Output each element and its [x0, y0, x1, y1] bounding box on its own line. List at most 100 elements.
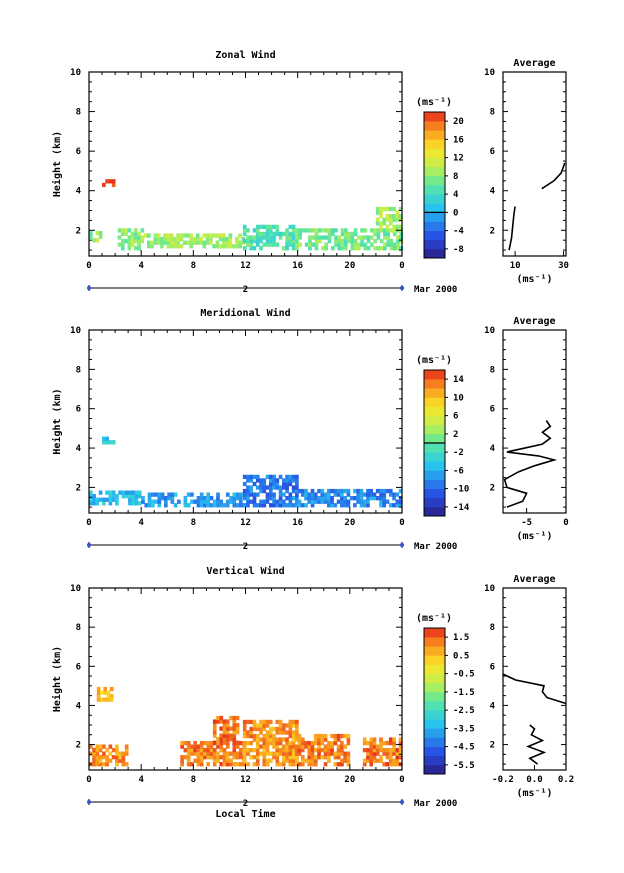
heatmap-cell — [120, 238, 125, 244]
heatmap-cell — [333, 488, 338, 494]
heatmap-cell — [372, 737, 377, 742]
heatmap-cell — [379, 214, 383, 219]
heatmap-cell — [160, 240, 164, 245]
heatmap-cell — [272, 481, 276, 487]
heatmap-cell — [111, 179, 116, 184]
heatmap-cell — [268, 719, 273, 725]
heatmap-cell — [249, 719, 254, 725]
heatmap-cell — [298, 242, 302, 247]
colorbar-swatch — [424, 673, 445, 684]
heatmap-cell — [285, 503, 289, 508]
heatmap-cell — [222, 729, 227, 735]
heatmap-cell — [275, 228, 280, 233]
heatmap-cell — [272, 492, 276, 497]
heatmap-cell — [272, 231, 276, 237]
heatmap-cell — [206, 492, 211, 497]
heatmap-cell — [330, 246, 335, 251]
heatmap-cell — [343, 228, 348, 233]
heatmap-cell — [212, 747, 217, 753]
heatmap-cell — [199, 762, 204, 767]
heatmap-cell — [111, 490, 116, 495]
heatmap-cell — [360, 235, 364, 240]
heatmap-cell — [259, 485, 263, 490]
heatmap-cell — [115, 747, 119, 753]
heatmap-cell — [208, 240, 213, 245]
average-x-axis-label: (ms⁻¹) — [516, 531, 552, 542]
heatmap-cell — [288, 492, 293, 497]
heatmap-cell — [392, 214, 396, 219]
heatmap-cell — [196, 755, 201, 760]
heatmap-cell — [216, 503, 220, 508]
heatmap-cell — [268, 481, 273, 487]
heatmap-cell — [336, 499, 341, 504]
heatmap-cell — [215, 233, 220, 238]
heatmap-cell — [313, 758, 318, 763]
average-y-tick-label: 6 — [490, 147, 495, 157]
heatmap-cell — [395, 224, 400, 229]
heatmap-cell — [249, 478, 254, 483]
heatmap-cell — [182, 240, 187, 245]
heatmap-cell — [232, 722, 237, 728]
heatmap-cell — [249, 755, 254, 760]
heatmap-cell — [272, 503, 276, 508]
average-y-tick-label: 6 — [490, 405, 495, 415]
heatmap-cell — [186, 492, 191, 497]
heatmap-cell — [375, 744, 380, 749]
heatmap-cell — [288, 730, 293, 735]
heatmap-cell — [285, 485, 289, 490]
heatmap-cell — [147, 499, 152, 504]
average-x-tick-label: 0.0 — [526, 775, 542, 785]
date-axis-marker — [87, 286, 91, 290]
heatmap-cell — [272, 737, 276, 742]
heatmap-cell — [265, 730, 270, 735]
heatmap-cell — [199, 503, 204, 508]
heatmap-cell — [382, 747, 387, 753]
heatmap-cell — [177, 499, 181, 504]
heatmap-cell — [288, 224, 293, 229]
heatmap-cell — [225, 733, 230, 738]
heatmap-cell — [127, 238, 132, 244]
heatmap-cell — [272, 242, 276, 247]
average-y-tick-label: 8 — [490, 108, 495, 118]
heatmap-cell — [242, 751, 247, 756]
heatmap-cell — [232, 737, 237, 742]
heatmap-cell — [92, 494, 96, 499]
heatmap-cell — [396, 235, 400, 240]
heatmap-cell — [255, 242, 260, 247]
heatmap-cell — [313, 762, 318, 767]
heatmap-cell — [246, 730, 250, 735]
heatmap-cell — [295, 478, 299, 483]
heatmap-cell — [219, 499, 224, 504]
heatmap-cell — [278, 485, 283, 490]
heatmap-cell — [297, 737, 302, 742]
heatmap-cell — [295, 228, 299, 233]
heatmap-cell — [190, 492, 194, 497]
heatmap-cell — [272, 751, 276, 756]
heatmap-cell — [333, 740, 338, 746]
heatmap-cell — [288, 751, 293, 756]
heatmap-cell — [295, 503, 299, 508]
heatmap-cell — [131, 490, 136, 495]
heatmap-cell — [163, 233, 167, 238]
heatmap-cell — [115, 762, 119, 767]
heatmap-cell — [398, 496, 403, 501]
heatmap-cell — [229, 751, 233, 756]
heatmap-cell — [313, 499, 318, 504]
heatmap-cell — [103, 697, 108, 702]
heatmap-cell — [249, 485, 254, 490]
heatmap-cell — [398, 740, 403, 746]
heatmap-cell — [265, 740, 270, 746]
heatmap-cell — [208, 233, 213, 238]
heatmap-cell — [268, 485, 273, 490]
heatmap-cell — [117, 242, 122, 247]
heatmap-cells — [89, 686, 403, 767]
heatmap-cell — [285, 730, 289, 735]
heatmap-cell — [346, 755, 351, 760]
heatmap-cell — [295, 496, 299, 501]
heatmap-cell — [288, 744, 293, 749]
heatmap-cell — [372, 740, 377, 746]
colorbar-swatch — [424, 755, 445, 766]
heatmap-cell — [366, 758, 370, 763]
colorbar-swatch — [424, 139, 445, 149]
heatmap-cell — [353, 496, 357, 501]
